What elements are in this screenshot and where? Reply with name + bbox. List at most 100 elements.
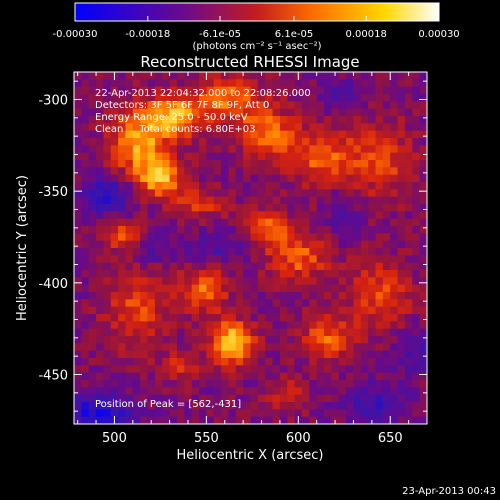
heatmap-cell [427,270,435,278]
heatmap-cell [88,174,97,183]
heatmap-cell [96,160,105,168]
heatmap-cell [147,262,156,271]
heatmap-cell [191,292,200,300]
heatmap-cell [265,358,274,366]
heatmap-cell [110,343,119,352]
heatmap-cell [74,116,82,124]
heatmap-cell [176,182,185,190]
heatmap-cell [213,314,222,322]
heatmap-cell [74,394,82,403]
heatmap-cell [96,306,105,315]
heatmap-cell [176,416,185,424]
heatmap-cell [324,167,332,176]
chart-title: Reconstructed RHESSI Image [140,53,359,71]
heatmap-cell [118,255,127,264]
heatmap-cell [74,402,82,410]
heatmap-cell [309,116,318,124]
heatmap-cell [397,380,406,388]
heatmap-cell [74,328,82,337]
heatmap-cell [81,189,90,198]
heatmap-cell [375,262,384,271]
heatmap-cell [375,314,384,322]
heatmap-cell [118,284,127,293]
heatmap-cell [279,270,288,278]
heatmap-cell [88,284,97,293]
heatmap-cell [338,211,347,220]
heatmap-cell [301,123,310,132]
heatmap-cell [140,94,149,102]
heatmap-cell [412,226,421,234]
heatmap-cell [346,160,355,168]
heatmap-cell [147,196,156,205]
heatmap-cell [397,387,406,396]
heatmap-cell [353,321,362,330]
heatmap-cell [184,196,193,205]
heatmap-cell [397,160,406,168]
heatmap-cell [125,365,134,374]
heatmap-cell [368,101,377,110]
heatmap-cell [338,86,347,95]
heatmap-cell [287,350,296,359]
heatmap-cell [301,321,310,330]
heatmap-cell [257,270,266,278]
heatmap-cell [154,350,163,359]
heatmap-cell [346,350,355,359]
heatmap-cell [96,292,105,300]
heatmap-cell [96,123,105,132]
heatmap-cell [338,116,347,124]
heatmap-cell [404,189,413,198]
heatmap-cell [169,123,178,132]
heatmap-cell [301,101,310,110]
heatmap-cell [353,79,362,88]
heatmap-cell [199,94,207,102]
heatmap-cell [176,394,185,403]
heatmap-cell [162,226,171,234]
heatmap-cell [404,387,413,396]
heatmap-cell [176,270,185,278]
heatmap-cell [184,226,193,234]
heatmap-cell [404,152,413,161]
heatmap-cell [404,167,413,176]
heatmap-cell [221,321,230,330]
heatmap-cell [309,255,318,264]
heatmap-cell [140,174,149,183]
heatmap-cell [103,402,112,410]
heatmap-cell [154,372,163,381]
heatmap-cell [88,145,97,154]
heatmap-cell [338,174,347,183]
heatmap-cell [279,182,288,190]
heatmap-cell [272,314,281,322]
heatmap-cell [382,394,391,403]
heatmap-cell [176,328,185,337]
heatmap-cell [140,365,149,374]
heatmap-cell [375,387,384,396]
heatmap-cell [140,402,149,410]
heatmap-cell [140,248,149,256]
heatmap-cell [169,226,178,234]
heatmap-cell [235,284,244,293]
heatmap-cell [199,204,207,212]
heatmap-cell [353,226,362,234]
heatmap-cell [110,277,119,286]
heatmap-cell [272,94,281,102]
heatmap-cell [169,160,178,168]
heatmap-cell [427,116,435,124]
heatmap-cell [206,262,215,271]
heatmap-cell [250,380,259,388]
heatmap-cell [412,86,421,95]
heatmap-cell [316,409,325,418]
heatmap-cell [118,277,127,286]
heatmap-cell [346,196,355,205]
heatmap-cell [309,284,318,293]
heatmap-cell [397,284,406,293]
heatmap-cell [272,204,281,212]
heatmap-cell [272,108,281,117]
heatmap-cell [235,248,244,256]
heatmap-cell [169,108,178,117]
heatmap-cell [176,255,185,264]
heatmap-cell [118,365,127,374]
heatmap-cell [353,248,362,256]
heatmap-cell [110,182,119,190]
heatmap-cell [243,101,252,110]
heatmap-cell [353,372,362,381]
